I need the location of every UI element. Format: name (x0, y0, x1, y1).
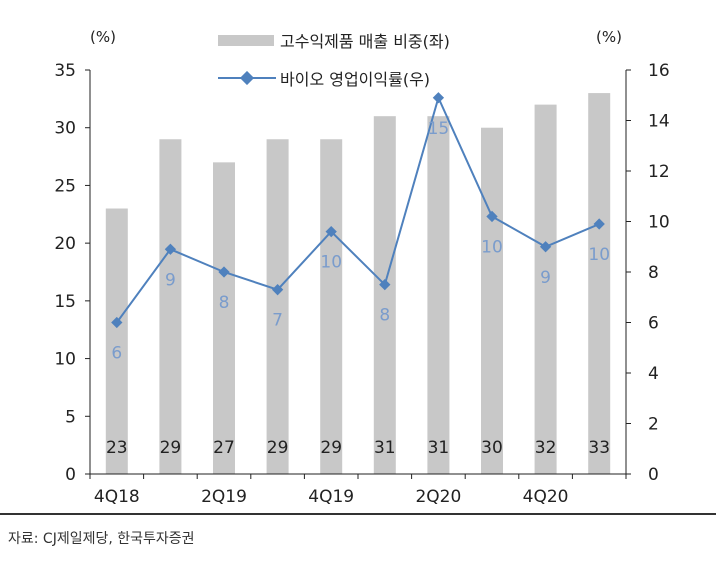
left-tick-label-15: 15 (54, 292, 76, 312)
right-tick-label-14: 14 (648, 112, 670, 132)
legend-line-swatch (218, 71, 276, 85)
bar-1Q20 (373, 116, 396, 475)
left-tick-label-0: 0 (65, 465, 76, 485)
x-tick-label-2Q19: 2Q19 (201, 487, 247, 507)
line-marker-1Q19 (164, 243, 177, 255)
line-value-label-1Q20: 8 (379, 306, 390, 326)
bar-3Q20 (481, 127, 503, 474)
bar-value-label-1Q21: 33 (588, 438, 610, 458)
bar-value-label-4Q18: 23 (106, 438, 128, 458)
x-tick-label-4Q19: 4Q19 (308, 487, 354, 507)
right-tick-label-2: 2 (648, 415, 659, 435)
line-value-label-3Q20: 10 (481, 237, 503, 257)
bar-value-label-1Q20: 31 (374, 438, 396, 458)
left-tick-label-35: 35 (54, 61, 76, 81)
legend-bar-swatch (218, 34, 274, 46)
line-value-label-4Q19: 10 (320, 253, 342, 273)
bar-4Q19 (320, 139, 343, 474)
right-tick-label-12: 12 (648, 162, 670, 182)
line-marker-1Q21 (593, 218, 605, 230)
bar-1Q19 (159, 139, 182, 474)
right-axis-unit: (%) (596, 28, 622, 46)
left-tick-label-5: 5 (65, 407, 76, 427)
right-tick-label-10: 10 (648, 213, 670, 233)
left-tick-label-20: 20 (54, 234, 76, 254)
line-value-label-4Q18: 6 (111, 344, 122, 364)
bar-2Q19 (213, 162, 235, 475)
line-value-label-2Q19: 8 (219, 293, 230, 313)
x-tick-label-4Q20: 4Q20 (523, 487, 569, 507)
line-marker-4Q20 (539, 241, 552, 253)
legend-bar-label: 고수익제품 매출 비중(좌) (280, 32, 450, 51)
line-series-path (115, 94, 600, 324)
source-note: 자료: CJ제일제당, 한국투자증권 (8, 531, 195, 547)
bar-2Q20 (427, 116, 450, 475)
right-tick-label-6: 6 (648, 314, 659, 334)
right-tick-label-0: 0 (648, 465, 659, 485)
footer-rule (0, 513, 716, 515)
line-marker-2Q20 (432, 92, 445, 104)
line-value-label-1Q19: 9 (165, 270, 176, 290)
line-marker-3Q19 (271, 284, 284, 296)
line-marker-4Q19 (325, 225, 337, 238)
right-tick-label-8: 8 (648, 263, 659, 283)
bar-value-label-4Q19: 29 (320, 438, 342, 458)
left-tick-label-10: 10 (54, 350, 76, 370)
line-marker-3Q20 (486, 210, 498, 223)
right-tick-label-16: 16 (648, 61, 670, 81)
line-value-label-1Q21: 10 (588, 245, 610, 265)
x-tick-label-2Q20: 2Q20 (415, 487, 461, 507)
legend-bar-series: 고수익제품 매출 비중(좌) (218, 28, 450, 52)
bar-3Q19 (266, 139, 289, 474)
line-value-label-2Q20: 15 (428, 119, 450, 139)
bar-4Q20 (534, 104, 557, 474)
bar-value-label-1Q19: 29 (160, 438, 182, 458)
left-tick-label-25: 25 (54, 176, 76, 196)
left-tick-label-30: 30 (54, 119, 76, 139)
bar-value-label-4Q20: 32 (535, 438, 557, 458)
bar-value-label-3Q19: 29 (267, 438, 289, 458)
legend-line-series: 바이오 영업이익률(우) (218, 66, 430, 90)
left-axis-unit: (%) (90, 28, 116, 46)
line-value-label-3Q19: 7 (272, 311, 283, 331)
line-marker-1Q20 (379, 278, 391, 291)
chart-plot: 0 5 10 15 20 25 30 35 0 2 4 6 8 10 12 14 16 4Q18 2Q19 4Q19 2… (54, 61, 670, 507)
bar-value-label-2Q20: 31 (428, 438, 450, 458)
bar-1Q21 (588, 93, 611, 474)
line-marker-2Q19 (218, 266, 230, 278)
bar-value-label-3Q20: 30 (481, 438, 503, 458)
line-value-label-4Q20: 9 (540, 268, 551, 288)
x-tick-label-4Q18: 4Q18 (94, 487, 140, 507)
bar-4Q18 (105, 208, 128, 474)
bar-value-label-2Q19: 27 (213, 438, 235, 458)
legend-line-label: 바이오 영업이익률(우) (280, 70, 431, 89)
right-tick-label-4: 4 (648, 364, 659, 384)
